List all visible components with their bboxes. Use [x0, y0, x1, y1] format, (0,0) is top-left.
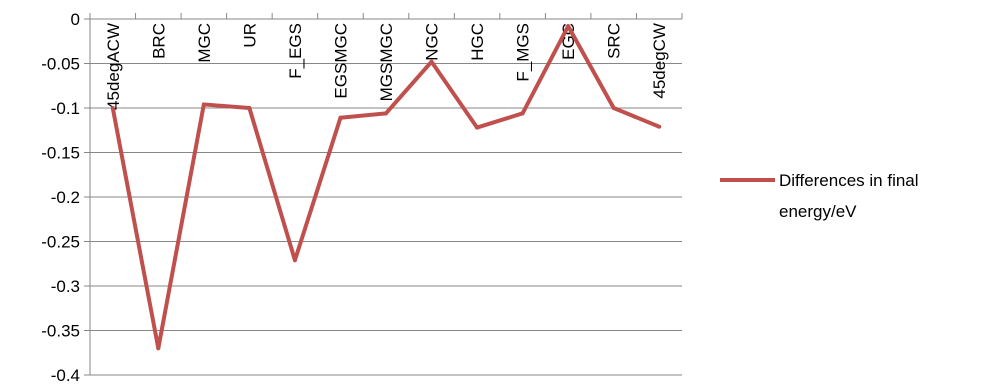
legend: Differences in final energy/eV — [720, 171, 919, 221]
data-point — [611, 106, 616, 110]
data-point — [475, 125, 480, 130]
data-point — [247, 106, 252, 110]
data-point — [156, 346, 161, 351]
y-tick-label: -0.3 — [51, 277, 80, 296]
category-label: SRC — [605, 23, 624, 59]
category-label: F_MGS — [514, 23, 533, 82]
y-tick-labels: 0 -0.05 -0.1 -0.15 -0.2 -0.25 -0.3 -0.35 -0.4 — [41, 10, 80, 385]
category-label: HGC — [468, 23, 487, 61]
category-label: 45degACW — [104, 23, 123, 110]
y-tick-label: -0.15 — [41, 144, 80, 163]
x-axis — [89, 13, 683, 19]
data-point — [520, 111, 525, 116]
data-point — [201, 102, 206, 107]
data-point — [292, 258, 297, 263]
category-label: MGSMGC — [377, 23, 396, 101]
data-point — [338, 115, 343, 120]
data-point — [384, 111, 388, 116]
category-label: F_EGS — [286, 23, 305, 79]
y-tick-label: -0.25 — [41, 233, 80, 252]
legend-label-line-1: Differences in final — [779, 171, 919, 190]
y-tick-label: 0 — [71, 10, 80, 29]
category-label: BRC — [149, 23, 168, 59]
y-tick-label: -0.2 — [51, 188, 80, 207]
data-point — [657, 124, 662, 129]
category-labels: 45degACW BRC MGC UR F_EGS EGSMGC MGSMGC NGC HGC F… — [104, 23, 669, 110]
y-tick-label: -0.1 — [51, 99, 80, 118]
legend-label-line-2: energy/eV — [779, 202, 857, 221]
y-tick-label: -0.4 — [51, 366, 80, 385]
data-point — [110, 106, 115, 110]
y-tick-label: -0.35 — [41, 322, 80, 341]
category-label: UR — [240, 23, 259, 48]
data-point — [429, 59, 434, 64]
category-label: MGC — [195, 23, 214, 63]
data-point — [566, 24, 571, 29]
y-tick-label: -0.05 — [41, 55, 80, 74]
series-lines — [110, 24, 662, 351]
gridlines — [84, 18, 682, 376]
category-label: NGC — [423, 23, 442, 61]
category-label: 45degCW — [650, 23, 669, 99]
category-label: EGSMGC — [331, 23, 350, 99]
